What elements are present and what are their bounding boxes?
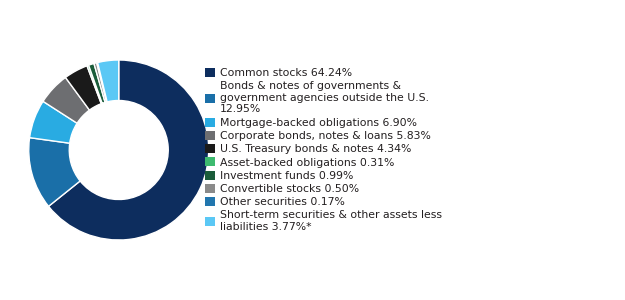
- Wedge shape: [94, 63, 107, 102]
- Wedge shape: [49, 60, 209, 240]
- Wedge shape: [98, 60, 119, 102]
- Wedge shape: [29, 101, 77, 143]
- Wedge shape: [43, 77, 89, 123]
- Wedge shape: [97, 62, 107, 102]
- Wedge shape: [87, 65, 102, 104]
- Legend: Common stocks 64.24%, Bonds & notes of governments &
government agencies outside: Common stocks 64.24%, Bonds & notes of g…: [205, 68, 442, 232]
- Wedge shape: [89, 64, 105, 104]
- Wedge shape: [66, 66, 101, 110]
- Wedge shape: [29, 138, 80, 206]
